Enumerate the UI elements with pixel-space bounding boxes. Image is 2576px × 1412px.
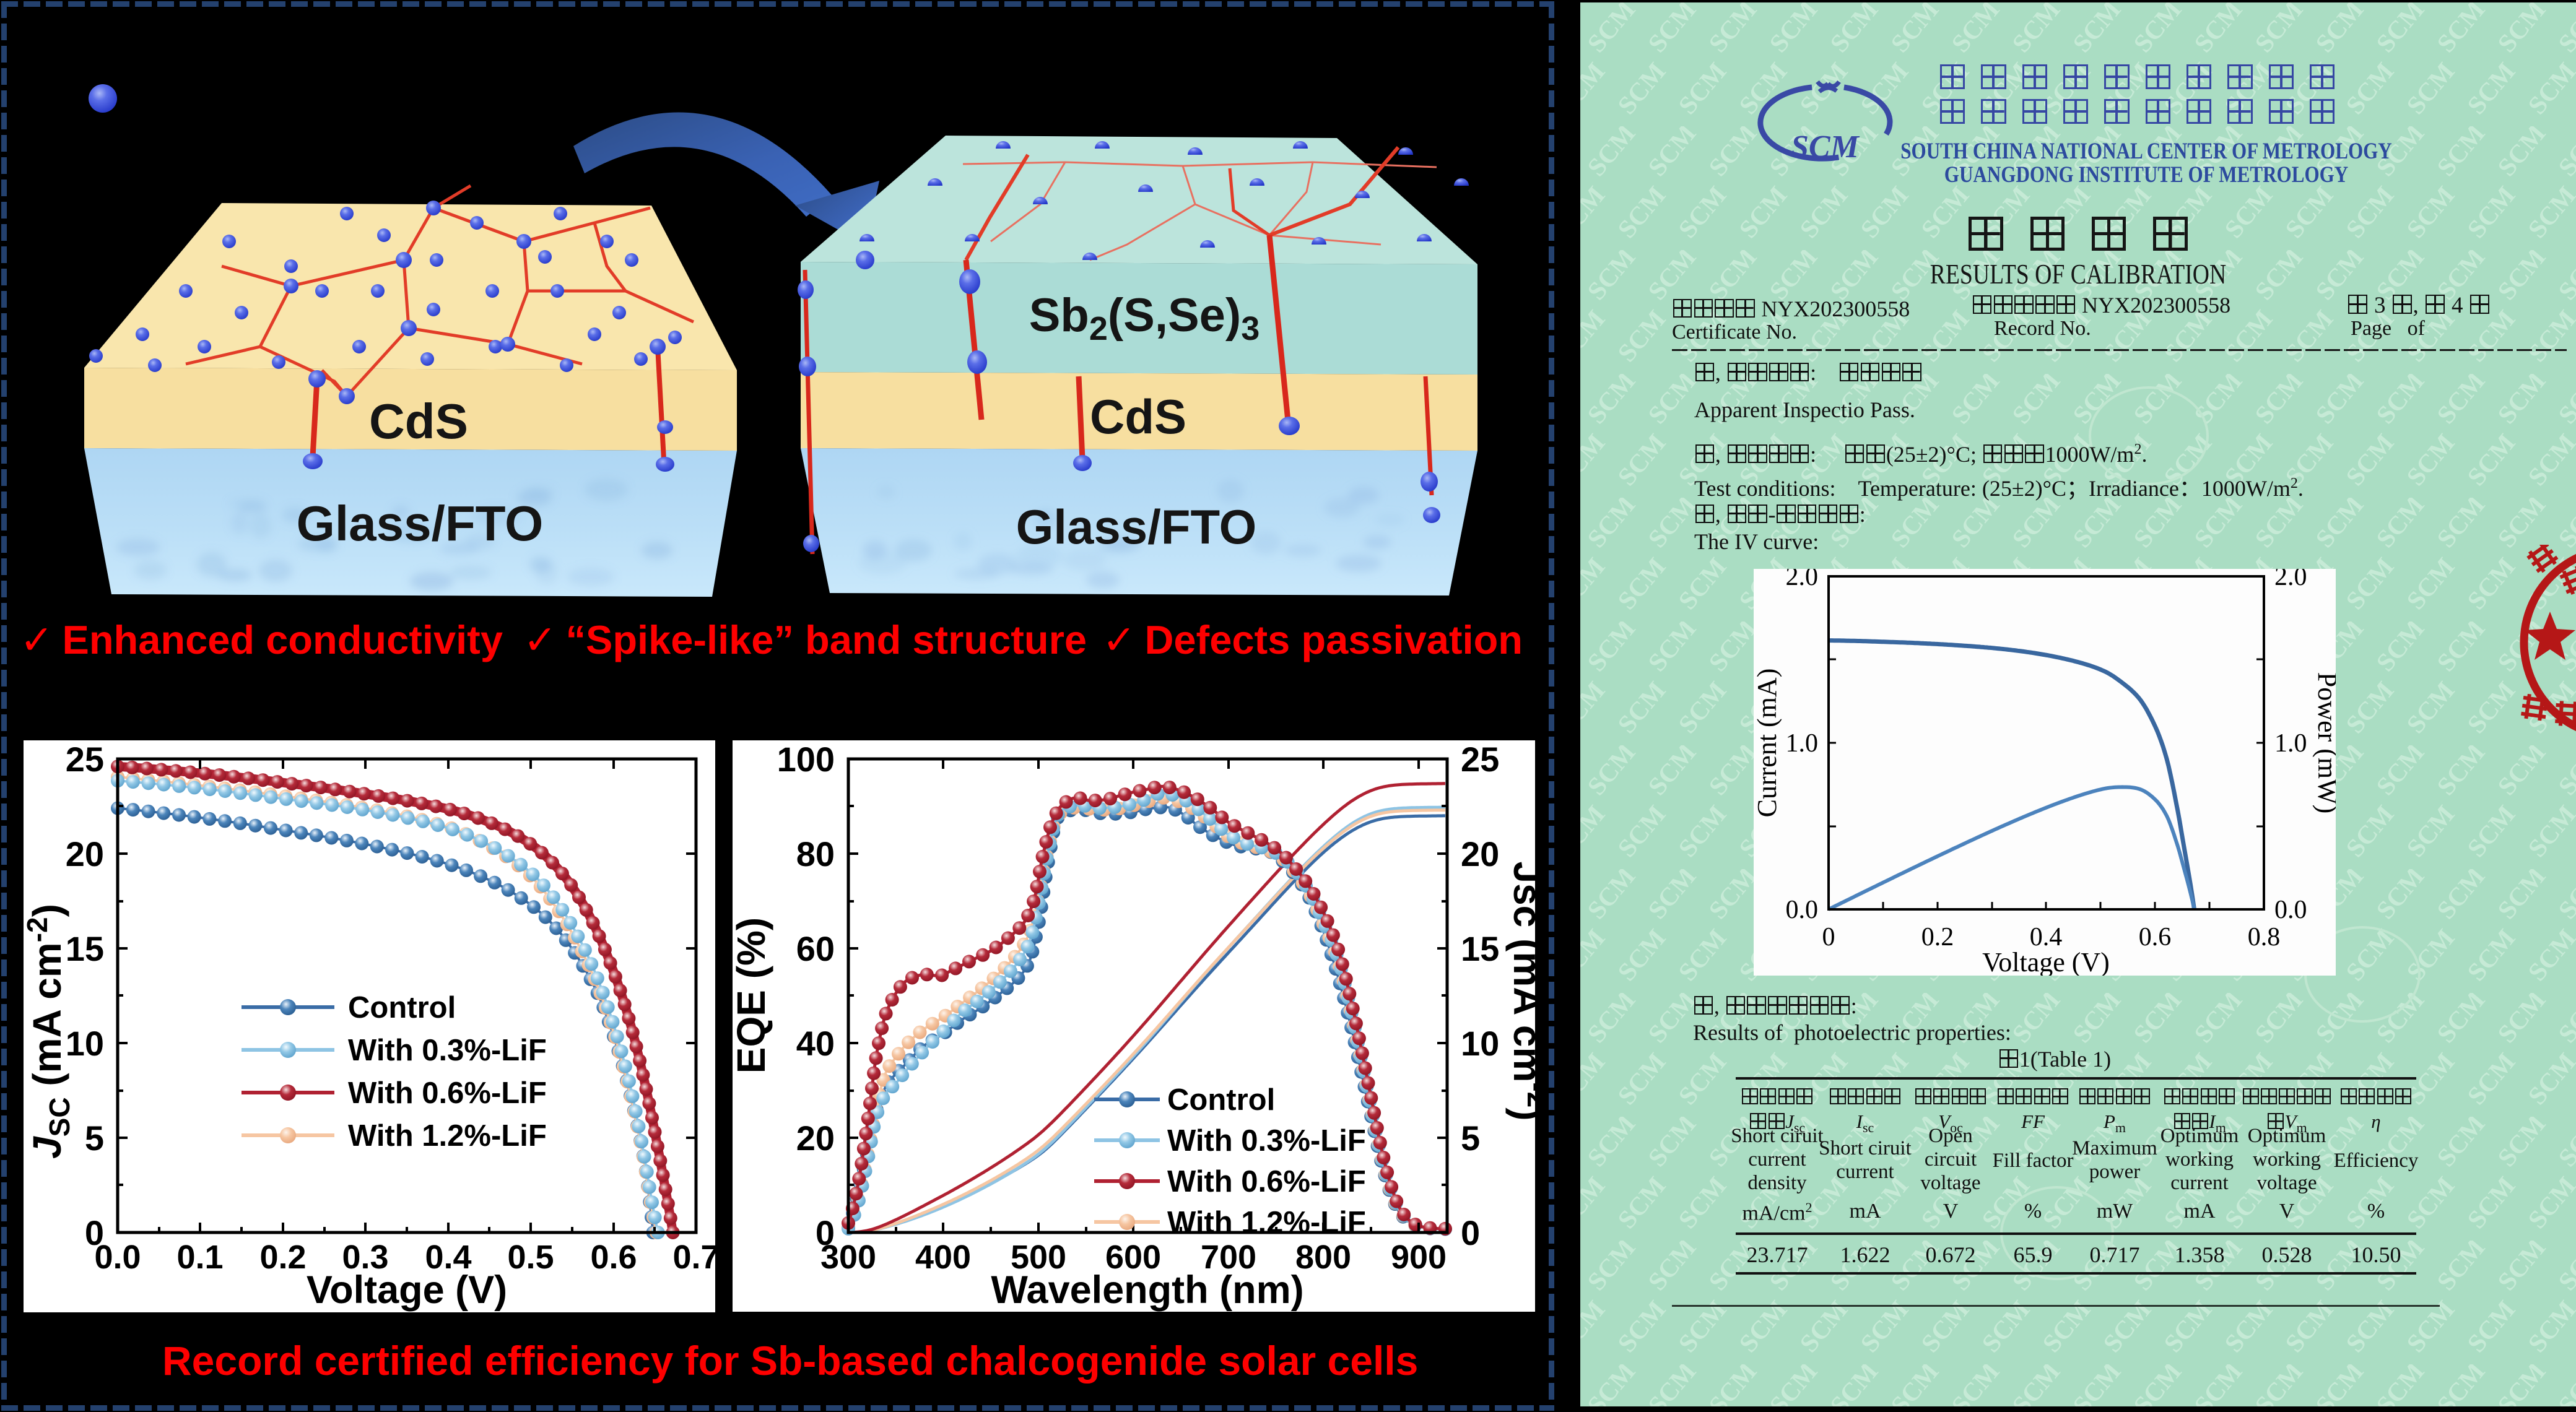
svg-text:0: 0 <box>816 1213 835 1252</box>
svg-text:With 0.3%-LiF: With 0.3%-LiF <box>1167 1124 1366 1158</box>
svg-text:0.6: 0.6 <box>590 1239 637 1276</box>
svg-text:5: 5 <box>1461 1119 1480 1158</box>
svg-text:5: 5 <box>85 1119 104 1158</box>
svg-text:20: 20 <box>66 834 104 873</box>
svg-text:20: 20 <box>1461 834 1499 873</box>
svg-text:Sb2(S,Se)3: Sb2(S,Se)3 <box>1029 289 1260 347</box>
svg-text:0.4: 0.4 <box>425 1239 471 1276</box>
svg-text:With 1.2%-LiF: With 1.2%-LiF <box>1167 1206 1366 1239</box>
svg-text:Wavelength (nm): Wavelength (nm) <box>991 1268 1303 1312</box>
svg-text:1.0: 1.0 <box>2274 729 2307 758</box>
svg-text:2.0: 2.0 <box>1786 569 1819 591</box>
svg-text:0.2: 0.2 <box>1921 923 1954 951</box>
svg-text:15: 15 <box>66 929 104 968</box>
svg-text:0: 0 <box>1822 923 1835 951</box>
svg-text:0.3: 0.3 <box>342 1239 388 1276</box>
svg-text:0.2: 0.2 <box>259 1239 306 1276</box>
svg-text:500: 500 <box>1011 1239 1066 1276</box>
svg-text:JSC (mA cm-2): JSC (mA cm-2) <box>24 904 76 1159</box>
svg-text:0.0: 0.0 <box>2274 896 2307 924</box>
svg-text:60: 60 <box>796 929 835 968</box>
svg-text:15: 15 <box>1461 929 1499 968</box>
svg-text:80: 80 <box>796 834 835 873</box>
svg-text:0.5: 0.5 <box>507 1239 554 1276</box>
svg-text:900: 900 <box>1391 1239 1447 1276</box>
svg-text:Voltage (V): Voltage (V) <box>1982 947 2110 976</box>
svg-text:0.1: 0.1 <box>176 1239 223 1276</box>
svg-text:0.7: 0.7 <box>672 1239 715 1276</box>
svg-text:Power (mW): Power (mW) <box>2312 672 2336 814</box>
svg-text:Control: Control <box>1167 1083 1275 1117</box>
svg-text:CdS: CdS <box>1090 389 1186 444</box>
svg-text:Control: Control <box>348 991 456 1024</box>
svg-text:400: 400 <box>915 1239 971 1276</box>
svg-text:600: 600 <box>1105 1239 1161 1276</box>
svg-text:20: 20 <box>796 1119 835 1158</box>
svg-text:0: 0 <box>85 1213 104 1252</box>
svg-text:SCM: SCM <box>1791 129 1860 165</box>
svg-text:Voltage (V): Voltage (V) <box>307 1268 507 1312</box>
svg-text:25: 25 <box>66 740 104 779</box>
svg-text:100: 100 <box>777 740 835 779</box>
svg-text:CdS: CdS <box>369 394 468 449</box>
svg-text:0.0: 0.0 <box>1786 896 1819 924</box>
svg-text:1.0: 1.0 <box>1786 729 1819 758</box>
svg-text:0.8: 0.8 <box>2248 923 2281 951</box>
svg-text:With 0.6%-LiF: With 0.6%-LiF <box>1167 1165 1366 1198</box>
svg-text:25: 25 <box>1461 740 1499 779</box>
svg-text:0.0: 0.0 <box>94 1239 141 1276</box>
svg-text:10: 10 <box>66 1024 104 1063</box>
svg-text:With 1.2%-LiF: With 1.2%-LiF <box>348 1119 547 1153</box>
svg-text:10: 10 <box>1461 1024 1499 1063</box>
svg-text:2.0: 2.0 <box>2274 569 2307 591</box>
svg-text:With 0.6%-LiF: With 0.6%-LiF <box>348 1076 547 1110</box>
svg-text:Jsc (mA cm-2): Jsc (mA cm-2) <box>1505 861 1535 1120</box>
svg-text:Glass/FTO: Glass/FTO <box>297 496 544 551</box>
svg-text:Glass/FTO: Glass/FTO <box>1016 500 1257 554</box>
svg-text:300: 300 <box>820 1239 876 1276</box>
svg-text:0: 0 <box>1461 1213 1480 1252</box>
svg-text:700: 700 <box>1201 1239 1256 1276</box>
svg-text:Current (mA): Current (mA) <box>1754 669 1782 818</box>
svg-text:0.4: 0.4 <box>2030 923 2063 951</box>
svg-text:EQE (%): EQE (%) <box>733 917 773 1073</box>
svg-text:800: 800 <box>1295 1239 1351 1276</box>
svg-text:0.6: 0.6 <box>2139 923 2172 951</box>
svg-text:With 0.3%-LiF: With 0.3%-LiF <box>348 1034 547 1067</box>
svg-text:40: 40 <box>796 1024 835 1063</box>
